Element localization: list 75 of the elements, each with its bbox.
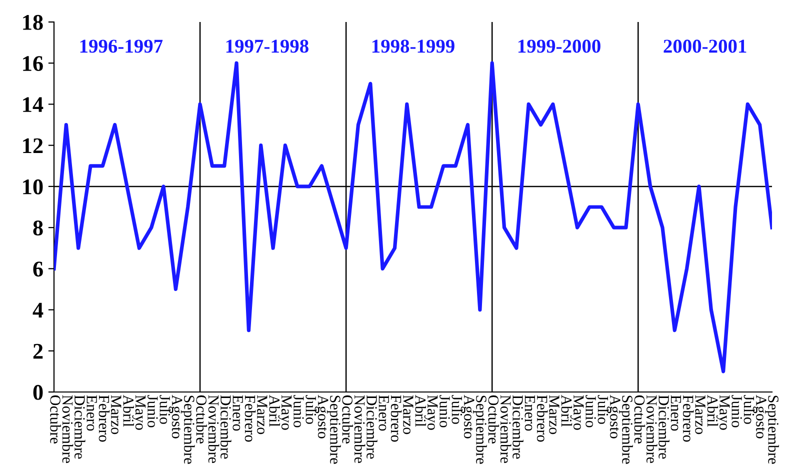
x-tick-label: Agosto xyxy=(314,394,328,438)
x-tick-label: Enero xyxy=(670,395,681,431)
x-tick-label: Diciembre xyxy=(658,395,670,459)
x-tick-label: Octubre xyxy=(488,395,500,444)
x-tick-label: Octubre xyxy=(196,395,207,444)
x-tick-label: Febrero xyxy=(98,395,110,442)
x-tick-label: Abril xyxy=(269,394,280,427)
x-tick-label: Julio xyxy=(160,395,170,424)
x-tick-label: Junio xyxy=(440,395,450,428)
x-tick-label: Febrero xyxy=(536,395,548,442)
x-tick-label: Agosto xyxy=(606,394,620,438)
x-tick-label: Octubre xyxy=(50,395,61,444)
x-tick-label: Abril xyxy=(415,394,426,427)
x-tick-label: Junio xyxy=(294,395,304,428)
x-tick-label: Abril xyxy=(123,394,134,427)
x-tick-label: Marzo xyxy=(549,395,560,434)
x-tick-label: Octubre xyxy=(634,395,646,444)
x-tick-label: Mayo xyxy=(570,395,584,430)
y-tick-label: 18 xyxy=(23,14,43,30)
y-tick-label: 12 xyxy=(23,138,43,154)
x-tick-label: Junio xyxy=(586,395,596,428)
x-tick-label: Junio xyxy=(148,395,158,428)
x-tick-label: Noviembre xyxy=(500,395,512,463)
x-tick-label: Febrero xyxy=(244,395,256,442)
x-tick-label: Noviembre xyxy=(208,395,220,463)
x-tick-label: Marzo xyxy=(403,395,414,434)
x-tick-label: Julio xyxy=(598,395,609,424)
annotation: 1997-1998 xyxy=(226,40,308,53)
y-tick-label: 4 xyxy=(32,302,44,318)
x-tick-label: Enero xyxy=(524,395,535,431)
y-tick-label: 16 xyxy=(23,56,43,72)
annotation: 1999-2000 xyxy=(518,40,600,53)
x-tick-label: Septiembre xyxy=(473,396,487,464)
y-tick-label: 10 xyxy=(23,179,43,194)
y-tick-label: 2 xyxy=(33,344,43,359)
annotation: 1998-1999 xyxy=(372,40,454,53)
x-tick-label: Julio xyxy=(744,395,755,424)
x-tick-label: Agosto xyxy=(168,394,182,438)
x-tick-label: Octubre xyxy=(342,395,353,444)
x-tick-label: Mayo xyxy=(424,395,438,430)
x-tick-label: Agosto xyxy=(460,394,474,438)
x-tick-label: Mayo xyxy=(132,395,146,430)
x-tick-label: Enero xyxy=(86,395,97,431)
x-tick-label: Noviembre xyxy=(646,395,658,463)
x-tick-label: Diciembre xyxy=(220,395,232,459)
x-tick-label: Marzo xyxy=(695,395,706,434)
x-tick-label: Enero xyxy=(232,395,243,431)
x-tick-label: Diciembre xyxy=(366,395,378,459)
x-tick-label: Noviembre xyxy=(62,395,74,463)
x-tick-label: Julio xyxy=(306,395,316,424)
x-tick-label: Diciembre xyxy=(74,395,86,459)
x-tick-label: Abril xyxy=(707,394,718,427)
annotation: 1996-1997 xyxy=(80,40,163,53)
x-tick-label: Septiembre xyxy=(619,396,633,464)
x-tick-label: Septiembre xyxy=(326,396,341,464)
y-tick-label: 14 xyxy=(23,97,44,112)
x-tick-label: Septiembre xyxy=(765,396,779,464)
x-tick-label: Diciembre xyxy=(512,395,524,459)
x-tick-label: Septiembre xyxy=(180,396,195,464)
x-tick-label: Mayo xyxy=(278,395,292,430)
y-tick-label: 0 xyxy=(33,384,43,400)
y-tick-label: 6 xyxy=(33,262,43,277)
x-tick-label: Marzo xyxy=(111,395,122,434)
x-tick-label: Febrero xyxy=(682,395,694,442)
x-tick-label: Febrero xyxy=(390,395,402,442)
x-tick-label: Enero xyxy=(378,395,389,431)
x-tick-label: Julio xyxy=(452,395,463,424)
y-tick-label: 8 xyxy=(33,220,43,236)
x-tick-label: Agosto xyxy=(752,394,766,438)
x-tick-label: Mayo xyxy=(716,395,730,430)
annotation: 2000-2001 xyxy=(664,40,746,53)
x-tick-label: Junio xyxy=(732,395,742,428)
x-tick-label: Marzo xyxy=(257,395,268,434)
x-tick-label: Abril xyxy=(561,394,572,427)
x-tick-label: Noviembre xyxy=(354,395,366,463)
